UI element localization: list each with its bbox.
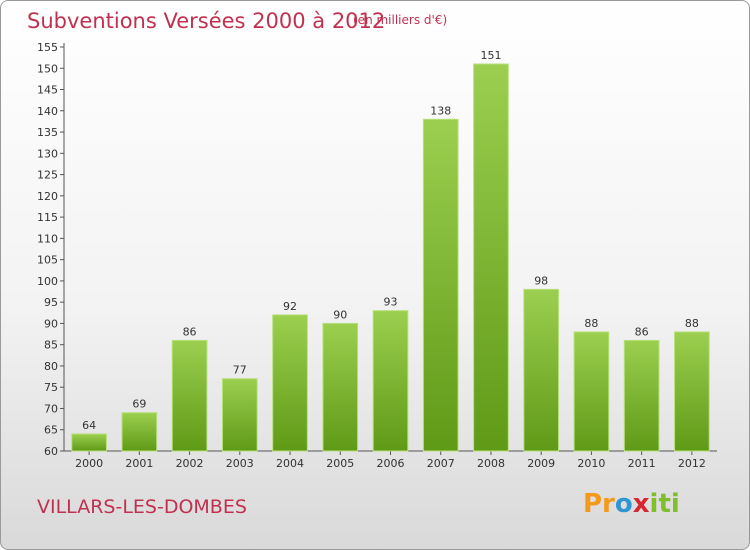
y-tick-label: 120 <box>37 190 58 203</box>
data-label-2007: 138 <box>430 104 451 117</box>
y-tick-label: 115 <box>37 211 58 224</box>
bar-2000 <box>71 433 107 452</box>
bar-2007 <box>422 118 459 452</box>
data-label-2001: 69 <box>132 398 146 411</box>
commune-name: VILLARS-LES-DOMBES <box>37 496 247 518</box>
bar-2002 <box>171 339 208 452</box>
data-label-2011: 86 <box>635 325 649 338</box>
y-tick-label: 65 <box>44 424 58 437</box>
chart-subtitle: (en milliers d'€) <box>353 13 448 27</box>
bar-2012 <box>674 331 710 452</box>
x-tick-label-2000: 2000 <box>75 457 103 470</box>
bar-2011 <box>623 339 660 452</box>
data-label-2012: 88 <box>685 317 699 330</box>
y-tick-label: 135 <box>37 126 58 139</box>
data-label-2009: 98 <box>534 274 548 287</box>
bar-2006 <box>372 310 409 452</box>
chart-title: Subventions Versées 2000 à 2012 <box>27 9 386 33</box>
y-tick-label: 110 <box>37 232 58 245</box>
bar-2008 <box>473 63 509 452</box>
y-tick-label: 100 <box>37 275 58 288</box>
y-tick-label: 130 <box>37 147 58 160</box>
x-tick-label-2012: 2012 <box>678 457 706 470</box>
y-tick-label: 105 <box>37 254 58 267</box>
data-label-2003: 77 <box>233 364 247 377</box>
y-tick-label: 125 <box>37 169 58 182</box>
y-tick-label: 80 <box>44 360 58 373</box>
x-tick-label-2009: 2009 <box>527 457 555 470</box>
y-tick-label: 60 <box>44 445 58 458</box>
bar-2005 <box>322 322 359 452</box>
y-tick-label: 155 <box>37 41 58 54</box>
y-tick-label: 145 <box>37 84 58 97</box>
y-tick-label: 95 <box>44 296 58 309</box>
data-label-2002: 86 <box>183 325 197 338</box>
proxiti-logo[interactable]: Proxiti <box>583 489 680 519</box>
y-tick-label: 75 <box>44 381 58 394</box>
data-label-2004: 92 <box>283 300 297 313</box>
data-label-2000: 64 <box>82 419 96 432</box>
y-tick-label: 85 <box>44 339 58 352</box>
bar-2004 <box>272 314 308 452</box>
bar-2003 <box>221 378 258 452</box>
x-tick-label-2006: 2006 <box>377 457 405 470</box>
x-tick-label-2004: 2004 <box>276 457 304 470</box>
y-tick-label: 90 <box>44 317 58 330</box>
data-label-2006: 93 <box>384 296 398 309</box>
x-tick-label-2001: 2001 <box>125 457 153 470</box>
x-tick-label-2003: 2003 <box>226 457 254 470</box>
x-tick-label-2002: 2002 <box>176 457 204 470</box>
x-tick-label-2007: 2007 <box>427 457 455 470</box>
data-label-2008: 151 <box>480 49 501 62</box>
x-tick-label-2008: 2008 <box>477 457 505 470</box>
bar-2001 <box>121 412 158 452</box>
x-tick-label-2010: 2010 <box>577 457 605 470</box>
bar-2009 <box>523 288 560 452</box>
x-tick-label-2005: 2005 <box>326 457 354 470</box>
y-tick-label: 140 <box>37 105 58 118</box>
y-tick-label: 70 <box>44 402 58 415</box>
y-tick-label: 150 <box>37 62 58 75</box>
x-tick-label-2011: 2011 <box>628 457 656 470</box>
bar-2010 <box>573 331 610 452</box>
data-label-2005: 90 <box>333 308 347 321</box>
data-label-2010: 88 <box>584 317 598 330</box>
